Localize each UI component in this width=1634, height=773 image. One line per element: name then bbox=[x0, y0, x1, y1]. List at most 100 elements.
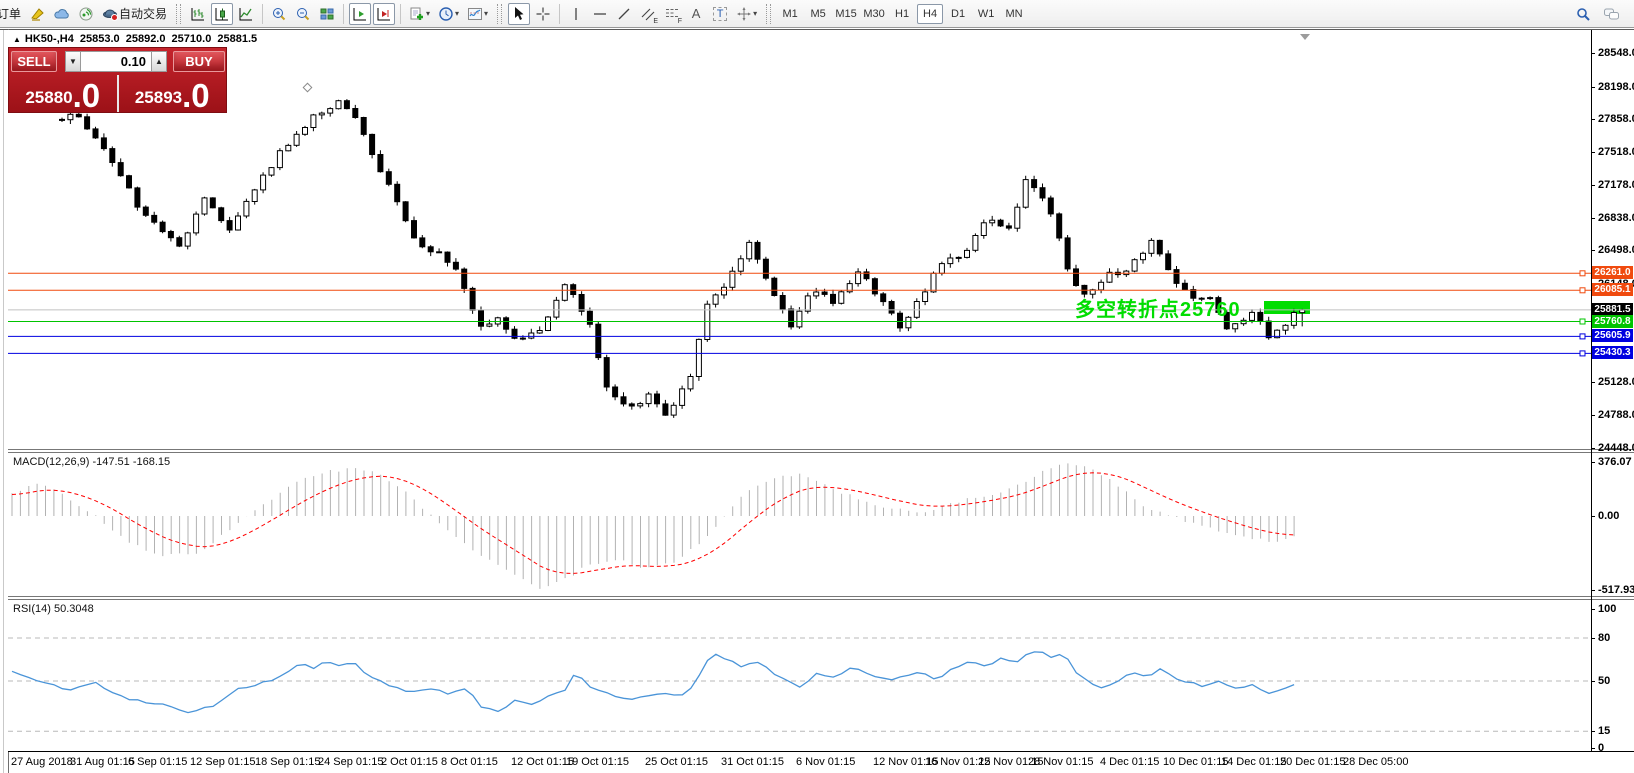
candle-chart-icon-glyph bbox=[215, 7, 229, 20]
trade-panel-top-row: SELL ▼ ▲ BUY bbox=[9, 48, 226, 75]
line-handle[interactable] bbox=[1579, 318, 1586, 325]
chart-shift-icon-glyph bbox=[377, 7, 391, 20]
volume-input[interactable] bbox=[81, 51, 151, 72]
fibonacci-icon-glyph bbox=[666, 8, 679, 17]
toolbar-separator bbox=[559, 3, 561, 24]
sell-price-button[interactable]: 25880.0 bbox=[9, 75, 119, 112]
buy-button[interactable]: BUY bbox=[173, 51, 225, 72]
cloud-icon[interactable] bbox=[51, 3, 73, 25]
buy-price-button[interactable]: 25893.0 bbox=[119, 75, 227, 112]
vertical-line-icon[interactable] bbox=[565, 3, 587, 25]
label-icon[interactable]: T bbox=[709, 3, 731, 25]
candle-chart-icon[interactable] bbox=[211, 2, 234, 25]
trendline-icon[interactable] bbox=[613, 3, 635, 25]
macd-histogram bbox=[11, 463, 1295, 589]
macd-tick-label: 376.07 bbox=[1598, 456, 1632, 468]
line-handle[interactable] bbox=[1579, 333, 1586, 340]
zoom-out-icon[interactable] bbox=[292, 3, 314, 25]
tab-timeframe-m5[interactable]: M5 bbox=[810, 7, 826, 20]
time-label: 8 Oct 01:15 bbox=[441, 756, 498, 768]
autotrade-hat-icon bbox=[103, 8, 118, 21]
time-axis-border bbox=[8, 751, 1634, 752]
tab-timeframe-m15[interactable]: M15 bbox=[835, 7, 857, 20]
cloud-icon-glyph bbox=[54, 8, 69, 18]
pane-splitter[interactable] bbox=[8, 449, 1634, 453]
line-handle[interactable] bbox=[1579, 270, 1586, 277]
line-handle[interactable] bbox=[1579, 350, 1586, 357]
window-top-border bbox=[0, 29, 1634, 30]
autotrade-button[interactable]: 自动交易 bbox=[99, 3, 170, 25]
chart-shift-marker[interactable] bbox=[1300, 34, 1310, 40]
horizontal-line-icon[interactable] bbox=[589, 3, 611, 25]
price-axis[interactable]: 28548.0 28198.0 27858.0 27518.0 27178.0 26838… bbox=[1591, 0, 1634, 773]
level-price-badge: 26261.0 bbox=[1592, 266, 1633, 279]
price-tick bbox=[1591, 218, 1595, 219]
bar-chart-icon[interactable] bbox=[187, 3, 209, 25]
tab-timeframe-m30[interactable]: M30 bbox=[863, 7, 885, 20]
buy-price-fraction: .0 bbox=[182, 76, 210, 114]
price-tick bbox=[1591, 87, 1595, 88]
order-button[interactable]: 订单 bbox=[0, 3, 25, 25]
time-label: 12 Nov 01:15 bbox=[873, 756, 939, 768]
shapes-icon[interactable]: ▾ bbox=[733, 3, 760, 25]
chart-collapse-icon: ▲ bbox=[13, 35, 21, 44]
highlight-icon[interactable] bbox=[27, 3, 49, 25]
pane-splitter[interactable] bbox=[8, 596, 1634, 600]
tab-timeframe-w1[interactable]: W1 bbox=[977, 7, 995, 20]
time-label: 20 Dec 01:15 bbox=[1280, 756, 1346, 768]
rsi-tick bbox=[1591, 731, 1595, 732]
chat-icon[interactable] bbox=[1600, 3, 1624, 25]
new-chart-icon[interactable]: ▾ bbox=[406, 3, 433, 25]
sell-button[interactable]: SELL bbox=[11, 51, 57, 72]
crosshair-icon[interactable] bbox=[532, 3, 554, 25]
price-axis-line bbox=[1591, 30, 1592, 751]
tab-timeframe-m1[interactable]: M1 bbox=[782, 7, 798, 20]
volume-decrease-button[interactable]: ▼ bbox=[65, 51, 81, 72]
chart-shift-icon[interactable] bbox=[373, 2, 396, 25]
rsi-tick bbox=[1591, 638, 1595, 639]
rsi-label: RSI(14) 50.3048 bbox=[13, 603, 94, 615]
highlight-icon-glyph bbox=[31, 7, 44, 21]
one-click-trading-panel: SELL ▼ ▲ BUY 25880.0 25893.0 bbox=[8, 47, 227, 113]
ohlc-high: 25892.0 bbox=[125, 33, 166, 45]
fibonacci-icon[interactable]: F bbox=[661, 3, 683, 25]
volume-increase-button[interactable]: ▲ bbox=[151, 51, 167, 72]
chart-annotation-text[interactable]: 多空转折点25760 bbox=[1075, 299, 1241, 321]
macd-indicator-pane[interactable] bbox=[8, 453, 1591, 597]
trendline-icon-glyph bbox=[618, 8, 630, 19]
indicators-icon[interactable]: ▾ bbox=[464, 3, 491, 25]
level-price-badge: 25430.3 bbox=[1592, 346, 1633, 359]
top-toolbar: 订单 自动交易 ▾ ▾ bbox=[0, 0, 1634, 28]
tab-timeframe-d1[interactable]: D1 bbox=[951, 7, 966, 20]
chart-symbol: HK50-,H4 bbox=[24, 33, 74, 45]
tab-timeframe-h1[interactable]: H1 bbox=[895, 7, 910, 20]
price-tick-label: 26498.0 bbox=[1598, 244, 1634, 256]
text-icon[interactable]: A bbox=[685, 3, 707, 25]
horizontal-line-icon-glyph bbox=[594, 12, 607, 15]
macd-signal-line bbox=[11, 472, 1295, 574]
line-handle[interactable] bbox=[1579, 287, 1586, 294]
signal-icon[interactable] bbox=[75, 3, 97, 25]
auto-scroll-icon[interactable] bbox=[349, 2, 372, 25]
line-chart-icon[interactable] bbox=[235, 3, 257, 25]
price-chart[interactable] bbox=[8, 30, 1591, 449]
time-label: 10 Dec 01:15 bbox=[1163, 756, 1229, 768]
ohlc-low: 25710.0 bbox=[171, 33, 212, 45]
cursor-icon[interactable] bbox=[508, 2, 531, 25]
time-label: 19 Oct 01:15 bbox=[566, 756, 629, 768]
tab-timeframe-h4[interactable]: H4 bbox=[917, 3, 944, 24]
time-label: 25 Oct 01:15 bbox=[645, 756, 708, 768]
tab-timeframe-mn[interactable]: MN bbox=[1005, 7, 1023, 20]
tile-windows-icon[interactable] bbox=[316, 3, 338, 25]
search-icon[interactable] bbox=[1572, 3, 1594, 25]
rsi-tick-label: 80 bbox=[1598, 632, 1611, 644]
toolbar-separator bbox=[400, 3, 402, 24]
zoom-in-icon[interactable] bbox=[268, 3, 290, 25]
new-chart-icon-glyph bbox=[410, 7, 424, 20]
rsi-indicator-pane[interactable] bbox=[8, 600, 1591, 751]
time-label: 27 Aug 2018 bbox=[11, 756, 73, 768]
period-icon[interactable]: ▾ bbox=[435, 3, 462, 25]
price-tick-label: 25128.0 bbox=[1598, 376, 1634, 388]
channel-icon[interactable]: E bbox=[637, 3, 659, 25]
annotation-highlight-bar[interactable] bbox=[1264, 301, 1310, 314]
